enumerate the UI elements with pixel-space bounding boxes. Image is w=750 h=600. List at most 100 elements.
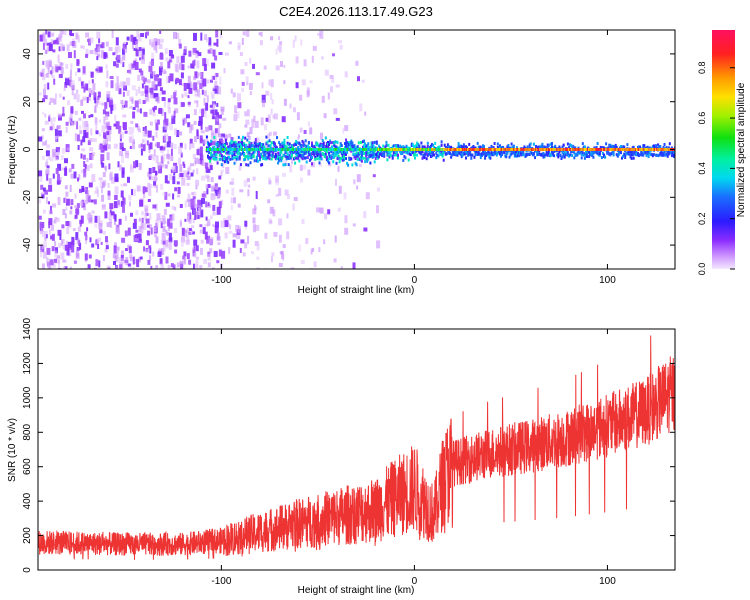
heatmap-cell [176, 64, 179, 73]
heatmap-cell [629, 148, 632, 151]
heatmap-cell [413, 144, 415, 148]
heatmap-cell [101, 181, 105, 188]
heatmap-cell [547, 151, 550, 154]
heatmap-cell [218, 123, 222, 129]
heatmap-cell [261, 94, 266, 103]
heatmap-cell [298, 141, 301, 145]
heatmap-cell [254, 120, 259, 128]
heatmap-cell [477, 148, 480, 151]
heatmap-cell [223, 68, 226, 74]
heatmap-cell [627, 150, 630, 154]
heatmap-cell [566, 151, 569, 155]
heatmap-cell [489, 148, 492, 151]
heatmap-cell [164, 133, 169, 141]
heatmap-cell [267, 114, 271, 123]
heatmap-cell [174, 187, 178, 192]
heatmap-cell [158, 43, 163, 49]
heatmap-cell [139, 108, 142, 114]
heatmap-cell [232, 233, 237, 238]
y-tick-label: 40 [22, 48, 33, 60]
heatmap-cell [153, 230, 157, 238]
heatmap-cell [107, 126, 112, 130]
heatmap-cell [324, 213, 328, 220]
heatmap-cell [353, 148, 356, 151]
heatmap-cell [132, 189, 136, 196]
heatmap-cell [448, 145, 450, 149]
heatmap-cell [335, 145, 338, 149]
heatmap-cell [472, 148, 475, 151]
heatmap-cell [298, 244, 301, 252]
heatmap-cell [226, 151, 229, 155]
heatmap-cell [69, 266, 72, 269]
heatmap-cell [241, 145, 243, 149]
heatmap-cell [618, 148, 621, 151]
heatmap-cell [51, 233, 55, 241]
heatmap-cell [55, 152, 58, 156]
heatmap-cell [188, 50, 192, 57]
heatmap-cell [85, 83, 89, 91]
heatmap-cell [199, 158, 203, 165]
heatmap-cell [96, 53, 100, 57]
heatmap-cell [207, 155, 209, 159]
heatmap-cell [107, 182, 110, 188]
heatmap-cell [336, 152, 339, 156]
heatmap-cell [215, 30, 219, 38]
heatmap-cell [318, 144, 321, 148]
heatmap-cell [65, 191, 69, 197]
heatmap-cell [433, 146, 436, 150]
heatmap-cell [69, 79, 73, 88]
heatmap-cell [132, 107, 136, 110]
heatmap-cell [500, 146, 502, 150]
heatmap-cell [318, 150, 321, 154]
heatmap-cell [321, 139, 324, 142]
heatmap-cell [325, 142, 328, 145]
heatmap-cell [425, 149, 428, 153]
heatmap-cell [236, 143, 239, 147]
heatmap-cell [348, 158, 351, 161]
heatmap-cell [557, 148, 560, 151]
heatmap-cell [207, 219, 211, 226]
heatmap-cell [93, 199, 97, 205]
heatmap-cell [466, 146, 468, 150]
heatmap-cell [155, 170, 157, 176]
heatmap-cell [508, 148, 511, 151]
heatmap-cell [220, 142, 223, 146]
heatmap-cell [588, 150, 591, 154]
heatmap-cell [388, 148, 391, 151]
heatmap-cell [168, 75, 171, 83]
heatmap-cell [136, 125, 140, 131]
heatmap-cell [129, 165, 134, 173]
heatmap-cell [76, 59, 80, 66]
heatmap-cell [141, 58, 145, 64]
heatmap-cell [609, 143, 612, 147]
heatmap-cell [547, 148, 550, 151]
heatmap-cell [383, 148, 386, 151]
heatmap-cell [512, 145, 515, 149]
heatmap-cell [369, 154, 372, 158]
heatmap-cell [252, 208, 257, 215]
heatmap-cell [133, 47, 138, 51]
heatmap-cell [534, 148, 536, 151]
heatmap-cell [126, 90, 130, 96]
heatmap-cell [232, 156, 235, 160]
heatmap-cell [441, 148, 444, 151]
heatmap-cell [52, 116, 56, 122]
heatmap-cell [620, 145, 622, 148]
heatmap-cell [88, 254, 92, 259]
heatmap-cell [69, 30, 73, 36]
heatmap-cell [64, 213, 67, 219]
heatmap-cell [233, 152, 236, 156]
heatmap-cell [166, 180, 170, 184]
heatmap-cell [355, 154, 358, 158]
heatmap-cell [436, 148, 439, 151]
heatmap-cell [240, 239, 245, 244]
heatmap-cell [94, 190, 98, 194]
heatmap-cell [592, 155, 595, 159]
heatmap-cell [201, 162, 206, 166]
heatmap-cell [629, 150, 632, 153]
heatmap-cell [561, 155, 564, 159]
heatmap-cell [286, 148, 289, 151]
heatmap-cell [141, 83, 144, 89]
heatmap-cell [140, 90, 145, 96]
heatmap-cell [226, 148, 229, 151]
